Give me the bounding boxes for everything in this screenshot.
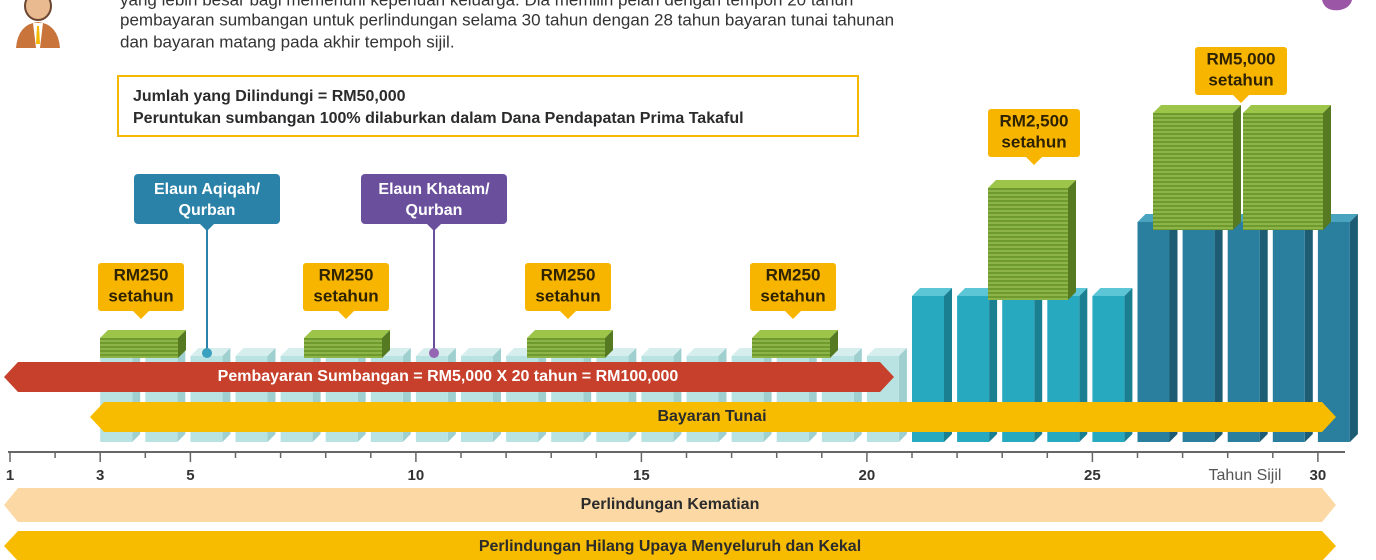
arrow-label: Perlindungan Kematian <box>581 496 760 513</box>
callout-dot <box>202 348 212 358</box>
intro-line: pembayaran sumbangan untuk perlindungan … <box>120 10 894 29</box>
axis-tick-label: 30 <box>1310 467 1327 484</box>
money-side <box>1233 105 1241 230</box>
payout-period: setahun <box>535 286 600 305</box>
axis-tick-label: 1 <box>6 467 14 484</box>
axis-tick-label: 20 <box>859 467 876 484</box>
axis-tick-label: 15 <box>633 467 650 484</box>
callout-text: Elaun Aqiqah/ <box>154 181 261 198</box>
callout-text: Elaun Khatam/ <box>378 181 490 198</box>
infographic: yang lebih besar bagi memenuhi keperluan… <box>0 0 1376 560</box>
layout: yang lebih besar bagi memenuhi keperluan… <box>4 0 1358 560</box>
axis-tick-label: 10 <box>408 467 425 484</box>
axis-unit: Tahun Sijil <box>1209 467 1282 484</box>
money-top <box>988 180 1076 188</box>
payout-amount: RM250 <box>114 265 169 284</box>
payout-pointer <box>1026 157 1042 165</box>
callout-text: Qurban <box>179 202 236 219</box>
payout-amount: RM2,500 <box>1000 111 1069 130</box>
payout-amount: RM250 <box>319 265 374 284</box>
payout-pointer <box>133 311 149 319</box>
arrow-label: Perlindungan Hilang Upaya Menyeluruh dan… <box>479 538 861 555</box>
info-line: Jumlah yang Dilindungi = RM50,000 <box>133 88 406 105</box>
payout-amount: RM250 <box>541 265 596 284</box>
payout-pointer <box>338 311 354 319</box>
money-top <box>1153 105 1241 113</box>
avatar-head <box>25 0 51 20</box>
payout-pointer <box>1233 95 1249 103</box>
payout-pointer <box>560 311 576 319</box>
payout-period: setahun <box>1001 132 1066 151</box>
payout-period: setahun <box>108 286 173 305</box>
bar-side <box>1350 214 1358 442</box>
money-top <box>752 330 838 338</box>
money-side <box>1068 180 1076 300</box>
intro-line: yang lebih besar bagi memenuhi keperluan… <box>120 0 853 9</box>
callout-dot <box>429 348 439 358</box>
payout-period: setahun <box>760 286 825 305</box>
arrow-label: Bayaran Tunai <box>657 408 766 425</box>
money-top <box>1243 105 1331 113</box>
axis-tick-label: 25 <box>1084 467 1101 484</box>
payout-period: setahun <box>313 286 378 305</box>
intro-line: dan bayaran matang pada akhir tempoh sij… <box>120 32 455 51</box>
payout-amount: RM5,000 <box>1207 49 1276 68</box>
payout-amount: RM250 <box>766 265 821 284</box>
money-side <box>1323 105 1331 230</box>
axis-tick-label: 5 <box>186 467 194 484</box>
money-top <box>527 330 613 338</box>
payout-pointer <box>785 311 801 319</box>
info-line: Peruntukan sumbangan 100% dilaburkan dal… <box>133 110 744 127</box>
callout-text: Qurban <box>406 202 463 219</box>
decor <box>1322 0 1352 10</box>
axis-tick-label: 3 <box>96 467 104 484</box>
payout-period: setahun <box>1208 70 1273 89</box>
money-top <box>100 330 186 338</box>
arrow-label: Pembayaran Sumbangan = RM5,000 X 20 tahu… <box>218 368 679 385</box>
money-top <box>304 330 390 338</box>
